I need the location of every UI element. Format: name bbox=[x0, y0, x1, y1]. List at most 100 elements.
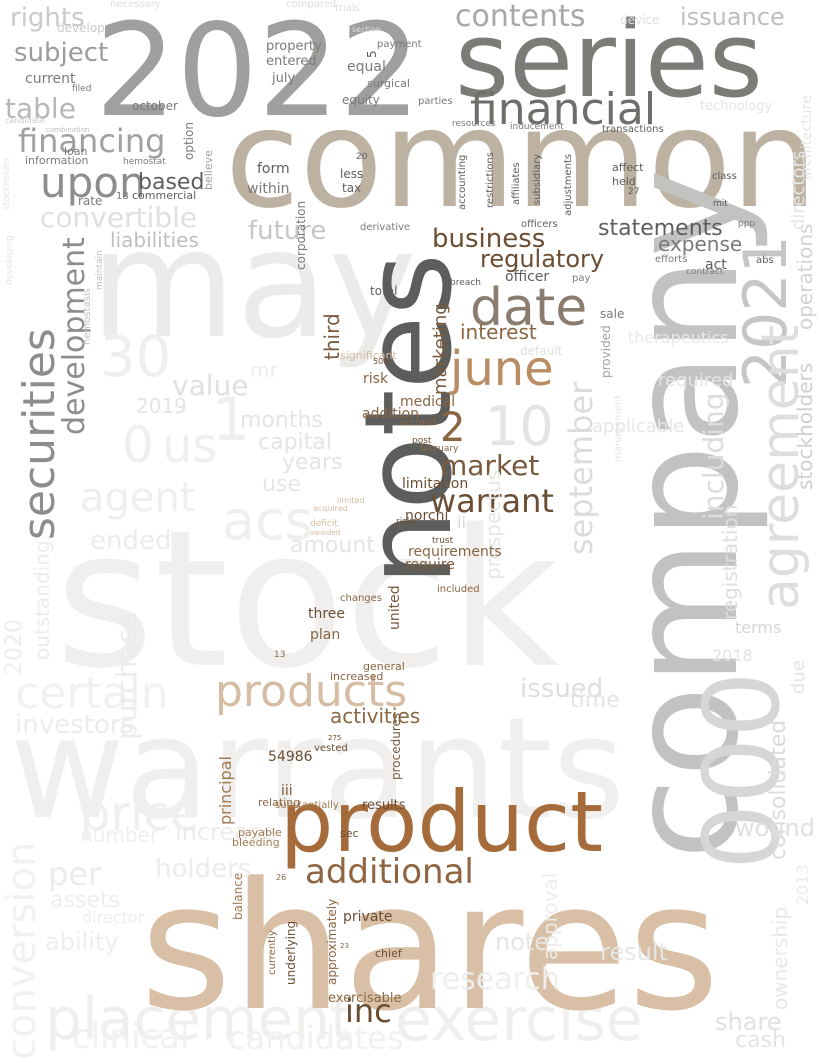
word: 2 bbox=[440, 405, 466, 451]
word: exercisable bbox=[328, 991, 402, 1006]
word: ownership bbox=[768, 906, 792, 1010]
word: currently bbox=[267, 930, 278, 975]
word: general bbox=[363, 660, 405, 673]
word: capital bbox=[258, 430, 332, 455]
word: bleeding bbox=[232, 836, 280, 849]
word: loan bbox=[64, 145, 88, 158]
word: combination bbox=[46, 126, 90, 134]
word: wound bbox=[735, 814, 815, 842]
word: compared bbox=[286, 0, 337, 10]
word: payment bbox=[377, 39, 422, 50]
word: accrued bbox=[400, 418, 437, 428]
word: operations bbox=[793, 223, 817, 330]
word: date bbox=[470, 278, 588, 338]
word: therapeutics bbox=[628, 328, 729, 347]
word: stock bbox=[55, 489, 560, 710]
word: increased bbox=[330, 670, 384, 683]
word: limited bbox=[337, 496, 365, 505]
word: years bbox=[282, 450, 343, 475]
word: commercial bbox=[132, 189, 197, 202]
word: value bbox=[172, 369, 249, 402]
word: 18 bbox=[116, 191, 129, 202]
word: issuance bbox=[680, 3, 785, 31]
word: third bbox=[320, 313, 344, 360]
word: director bbox=[82, 908, 145, 927]
word: june bbox=[450, 341, 554, 397]
word: additional bbox=[305, 852, 474, 892]
word: outstanding bbox=[30, 540, 54, 660]
word: hemostat bbox=[123, 157, 166, 167]
word: candidate bbox=[5, 116, 45, 125]
word: products bbox=[215, 666, 408, 717]
word: addition bbox=[362, 406, 420, 422]
word: series bbox=[455, 0, 763, 121]
word: financial bbox=[470, 84, 657, 135]
word: underlying bbox=[284, 920, 298, 985]
word: regulatory bbox=[480, 245, 605, 273]
word: 1 bbox=[212, 385, 251, 455]
word: tax bbox=[342, 181, 362, 195]
word: rate bbox=[78, 194, 103, 208]
word: procedures bbox=[389, 712, 403, 780]
word: securities bbox=[14, 328, 65, 540]
word: post bbox=[412, 436, 432, 446]
word: vested bbox=[314, 743, 348, 754]
word: section bbox=[352, 25, 381, 34]
word: time bbox=[570, 688, 620, 713]
word: information bbox=[25, 154, 89, 167]
word: affiliates bbox=[511, 162, 522, 205]
word: approximately bbox=[325, 898, 339, 985]
word: 54986 bbox=[268, 749, 313, 765]
word: resources bbox=[452, 119, 496, 129]
word: market bbox=[440, 449, 540, 482]
word: contract bbox=[686, 267, 724, 277]
word: financing bbox=[18, 122, 166, 160]
word: product bbox=[280, 773, 604, 871]
word: hemostasis bbox=[82, 288, 93, 345]
word: included bbox=[437, 584, 480, 595]
word: 2020 bbox=[2, 619, 27, 675]
word: accounting bbox=[457, 154, 468, 210]
word: form bbox=[257, 161, 290, 177]
word: number bbox=[80, 823, 159, 847]
word: 2019 bbox=[136, 394, 187, 418]
word: require bbox=[405, 557, 455, 573]
word: parties bbox=[418, 96, 453, 107]
word: ppp bbox=[738, 219, 756, 229]
word: registration bbox=[718, 504, 742, 620]
word: certain bbox=[15, 668, 169, 719]
word: mr bbox=[250, 358, 278, 382]
word: note bbox=[495, 928, 550, 956]
word: research bbox=[430, 962, 560, 997]
word: shares bbox=[140, 845, 720, 1050]
word: price bbox=[80, 786, 200, 842]
word: applicable bbox=[592, 416, 685, 437]
word: subject bbox=[14, 38, 109, 68]
word: 27 bbox=[628, 187, 640, 197]
word: liabilities bbox=[110, 228, 199, 252]
word: awarded bbox=[310, 529, 341, 537]
word: us bbox=[162, 418, 218, 474]
word: efforts bbox=[655, 254, 688, 265]
word: february bbox=[420, 444, 459, 454]
word: adjustments bbox=[563, 153, 574, 216]
word: restrictions bbox=[485, 152, 496, 208]
word: stockholder bbox=[2, 157, 12, 210]
word: statements bbox=[598, 216, 723, 241]
word: principal bbox=[216, 756, 235, 825]
word: relating bbox=[258, 796, 301, 809]
word: ability bbox=[45, 928, 119, 956]
word: warrants bbox=[10, 688, 626, 851]
word: three bbox=[308, 606, 346, 622]
word: upon bbox=[40, 158, 146, 207]
word: affect bbox=[612, 161, 644, 174]
word: including bbox=[697, 392, 730, 520]
word: business bbox=[432, 224, 546, 254]
word: risk bbox=[363, 371, 389, 387]
word: requirements bbox=[408, 544, 502, 560]
word: 0 bbox=[122, 416, 154, 474]
word: deficit bbox=[310, 519, 338, 529]
word: default bbox=[520, 344, 563, 358]
word: convertible bbox=[40, 201, 198, 234]
word: july bbox=[272, 71, 296, 86]
